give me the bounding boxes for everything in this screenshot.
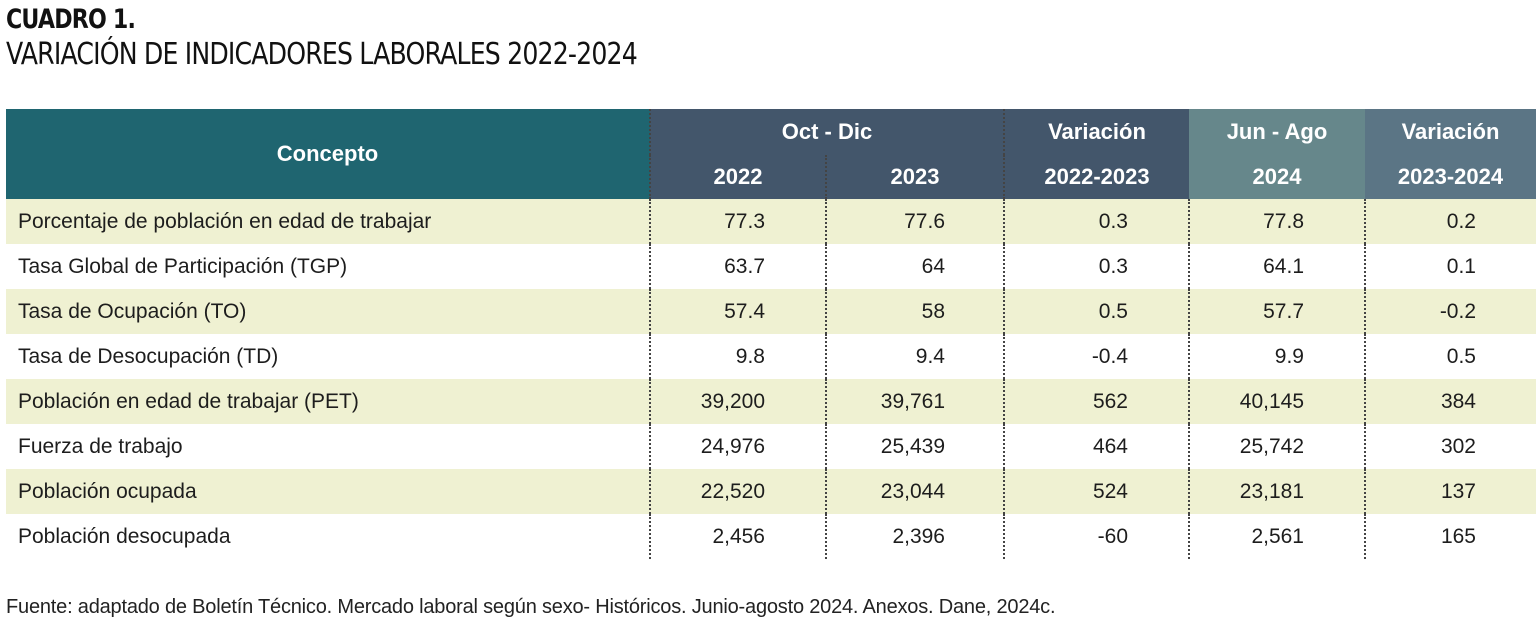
table-title: VARIACIÓN DE INDICADORES LABORALES 2022-…	[6, 37, 638, 72]
header-oct-dic: Oct - Dic	[649, 109, 1004, 155]
cell-var-2022-2023: 464	[1003, 424, 1189, 469]
cell-2024: 64.1	[1188, 244, 1365, 289]
cell-concepto: Tasa Global de Participación (TGP)	[18, 254, 348, 278]
cell-concepto: Tasa de Desocupación (TD)	[18, 344, 279, 368]
cell-2024: 2,561	[1188, 514, 1365, 559]
cell-2024: 25,742	[1188, 424, 1365, 469]
cell-2023: 2,396	[825, 514, 1004, 559]
cell-2022: 39,200	[649, 379, 826, 424]
indicators-table: Concepto Oct - Dic Variación Jun - Ago V…	[6, 109, 1536, 559]
cell-2023: 77.6	[825, 199, 1004, 244]
cell-2022: 9.8	[649, 334, 826, 379]
header-2022: 2022	[649, 155, 826, 199]
cell-var-2023-2024: 137	[1364, 469, 1536, 514]
cell-var-2023-2024: 165	[1364, 514, 1536, 559]
cell-concepto: Porcentaje de población en edad de traba…	[6, 199, 650, 244]
cell-2022: 2,456	[649, 514, 826, 559]
cell-2023: 25,439	[825, 424, 1004, 469]
cell-2022: 77.3	[649, 199, 826, 244]
source-footnote: Fuente: adaptado de Boletín Técnico. Mer…	[6, 596, 1056, 618]
cell-var-2023-2024: 302	[1364, 424, 1536, 469]
table-row: Porcentaje de población en edad de traba…	[6, 199, 1536, 244]
table-row: Tasa de Ocupación (TO) 57.4 58 0.5 57.7 -0.2	[6, 289, 1536, 334]
table-body: Porcentaje de población en edad de traba…	[6, 199, 1536, 559]
title-block: CUADRO 1. VARIACIÓN DE INDICADORES LABOR…	[6, 4, 757, 74]
cell-2024: 9.9	[1188, 334, 1365, 379]
header-concepto: Concepto	[6, 109, 650, 199]
cell-concepto: Fuerza de trabajo	[18, 434, 183, 458]
cell-var-2022-2023: 0.3	[1003, 244, 1189, 289]
cell-2023: 9.4	[825, 334, 1004, 379]
cell-2022: 63.7	[649, 244, 826, 289]
cell-2022: 24,976	[649, 424, 826, 469]
cell-concepto: Población en edad de trabajar (PET)	[6, 379, 650, 424]
cell-2023: 39,761	[825, 379, 1004, 424]
cell-concepto: Población desocupada	[18, 524, 231, 548]
header-jun-ago: Jun - Ago	[1189, 109, 1365, 155]
cell-concepto: Tasa de Ocupación (TO)	[6, 289, 650, 334]
cell-2024: 40,145	[1188, 379, 1365, 424]
cell-var-2023-2024: 0.2	[1364, 199, 1536, 244]
cell-2022: 22,520	[649, 469, 826, 514]
header-2022-2023: 2022-2023	[1003, 155, 1189, 199]
cell-var-2022-2023: 524	[1003, 469, 1189, 514]
cell-var-2023-2024: 384	[1364, 379, 1536, 424]
cell-2023: 64	[825, 244, 1004, 289]
cell-var-2022-2023: 562	[1003, 379, 1189, 424]
cell-var-2022-2023: -0.4	[1003, 334, 1189, 379]
table-row: Tasa de Desocupación (TD) 9.8 9.4 -0.4 9.9 0.…	[6, 334, 1536, 379]
cell-var-2022-2023: -60	[1003, 514, 1189, 559]
header-variacion-2: Variación	[1365, 109, 1536, 155]
header-2023: 2023	[825, 155, 1004, 199]
cell-var-2023-2024: 0.1	[1364, 244, 1536, 289]
cell-2024: 77.8	[1188, 199, 1365, 244]
table-row: Población en edad de trabajar (PET) 39,20…	[6, 379, 1536, 424]
cell-var-2023-2024: -0.2	[1364, 289, 1536, 334]
cell-2022: 57.4	[649, 289, 826, 334]
cell-var-2022-2023: 0.5	[1003, 289, 1189, 334]
table-row: Población ocupada 22,520 23,044 524 23,181 13…	[6, 469, 1536, 514]
table-header: Concepto Oct - Dic Variación Jun - Ago V…	[6, 109, 1536, 199]
cell-var-2023-2024: 0.5	[1364, 334, 1536, 379]
header-2023-2024: 2023-2024	[1365, 155, 1536, 199]
cell-concepto: Población ocupada	[6, 469, 650, 514]
cell-2024: 57.7	[1188, 289, 1365, 334]
table-label: CUADRO 1.	[6, 4, 136, 35]
cell-2023: 23,044	[825, 469, 1004, 514]
cell-2024: 23,181	[1188, 469, 1365, 514]
table-row: Población desocupada 2,456 2,396 -60 2,561 16…	[6, 514, 1536, 559]
cell-var-2022-2023: 0.3	[1003, 199, 1189, 244]
table-row: Tasa Global de Participación (TGP) 63.7 64…	[6, 244, 1536, 289]
table-row: Fuerza de trabajo 24,976 25,439 464 25,742 30…	[6, 424, 1536, 469]
header-2024: 2024	[1189, 155, 1365, 199]
header-variacion-1: Variación	[1003, 109, 1189, 155]
cell-2023: 58	[825, 289, 1004, 334]
